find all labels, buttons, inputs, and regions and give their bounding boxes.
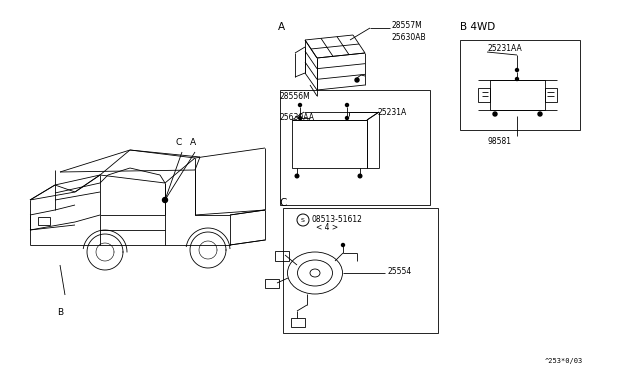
- Bar: [460, 40, 580, 130]
- Circle shape: [298, 116, 301, 119]
- Bar: [291, 318, 305, 327]
- Circle shape: [163, 198, 168, 202]
- Bar: [275, 251, 289, 261]
- Text: 25630AA: 25630AA: [280, 113, 315, 122]
- Bar: [490, 80, 545, 110]
- Circle shape: [515, 77, 518, 80]
- Text: ^253*0/03: ^253*0/03: [545, 358, 583, 364]
- Text: 28557M: 28557M: [391, 22, 422, 31]
- Circle shape: [538, 112, 542, 116]
- Circle shape: [493, 112, 497, 116]
- Circle shape: [515, 68, 518, 71]
- Text: 25630AB: 25630AB: [391, 33, 426, 42]
- Bar: [280, 90, 430, 205]
- Circle shape: [295, 174, 299, 178]
- Circle shape: [358, 174, 362, 178]
- Bar: [545, 88, 557, 102]
- Circle shape: [355, 78, 359, 82]
- Text: B: B: [57, 308, 63, 317]
- Text: A: A: [190, 138, 196, 147]
- Text: 25231AA: 25231AA: [487, 44, 522, 53]
- Text: 28556M: 28556M: [280, 92, 311, 101]
- Bar: [265, 279, 279, 288]
- Text: C: C: [279, 198, 286, 208]
- Circle shape: [298, 103, 301, 106]
- Circle shape: [346, 103, 349, 106]
- Text: 08513-51612: 08513-51612: [311, 215, 362, 224]
- Circle shape: [342, 244, 344, 247]
- Bar: [292, 120, 367, 168]
- Text: C: C: [176, 138, 182, 147]
- Text: 25554: 25554: [387, 266, 412, 276]
- Text: B 4WD: B 4WD: [460, 22, 495, 32]
- Bar: [38, 217, 50, 225]
- Text: < 4 >: < 4 >: [316, 223, 338, 232]
- Text: A: A: [278, 22, 285, 32]
- Text: 98581: 98581: [487, 137, 511, 146]
- Text: S: S: [301, 218, 305, 222]
- Bar: [478, 88, 490, 102]
- Text: 25231A: 25231A: [378, 108, 407, 117]
- Circle shape: [346, 116, 349, 119]
- Bar: [283, 208, 438, 333]
